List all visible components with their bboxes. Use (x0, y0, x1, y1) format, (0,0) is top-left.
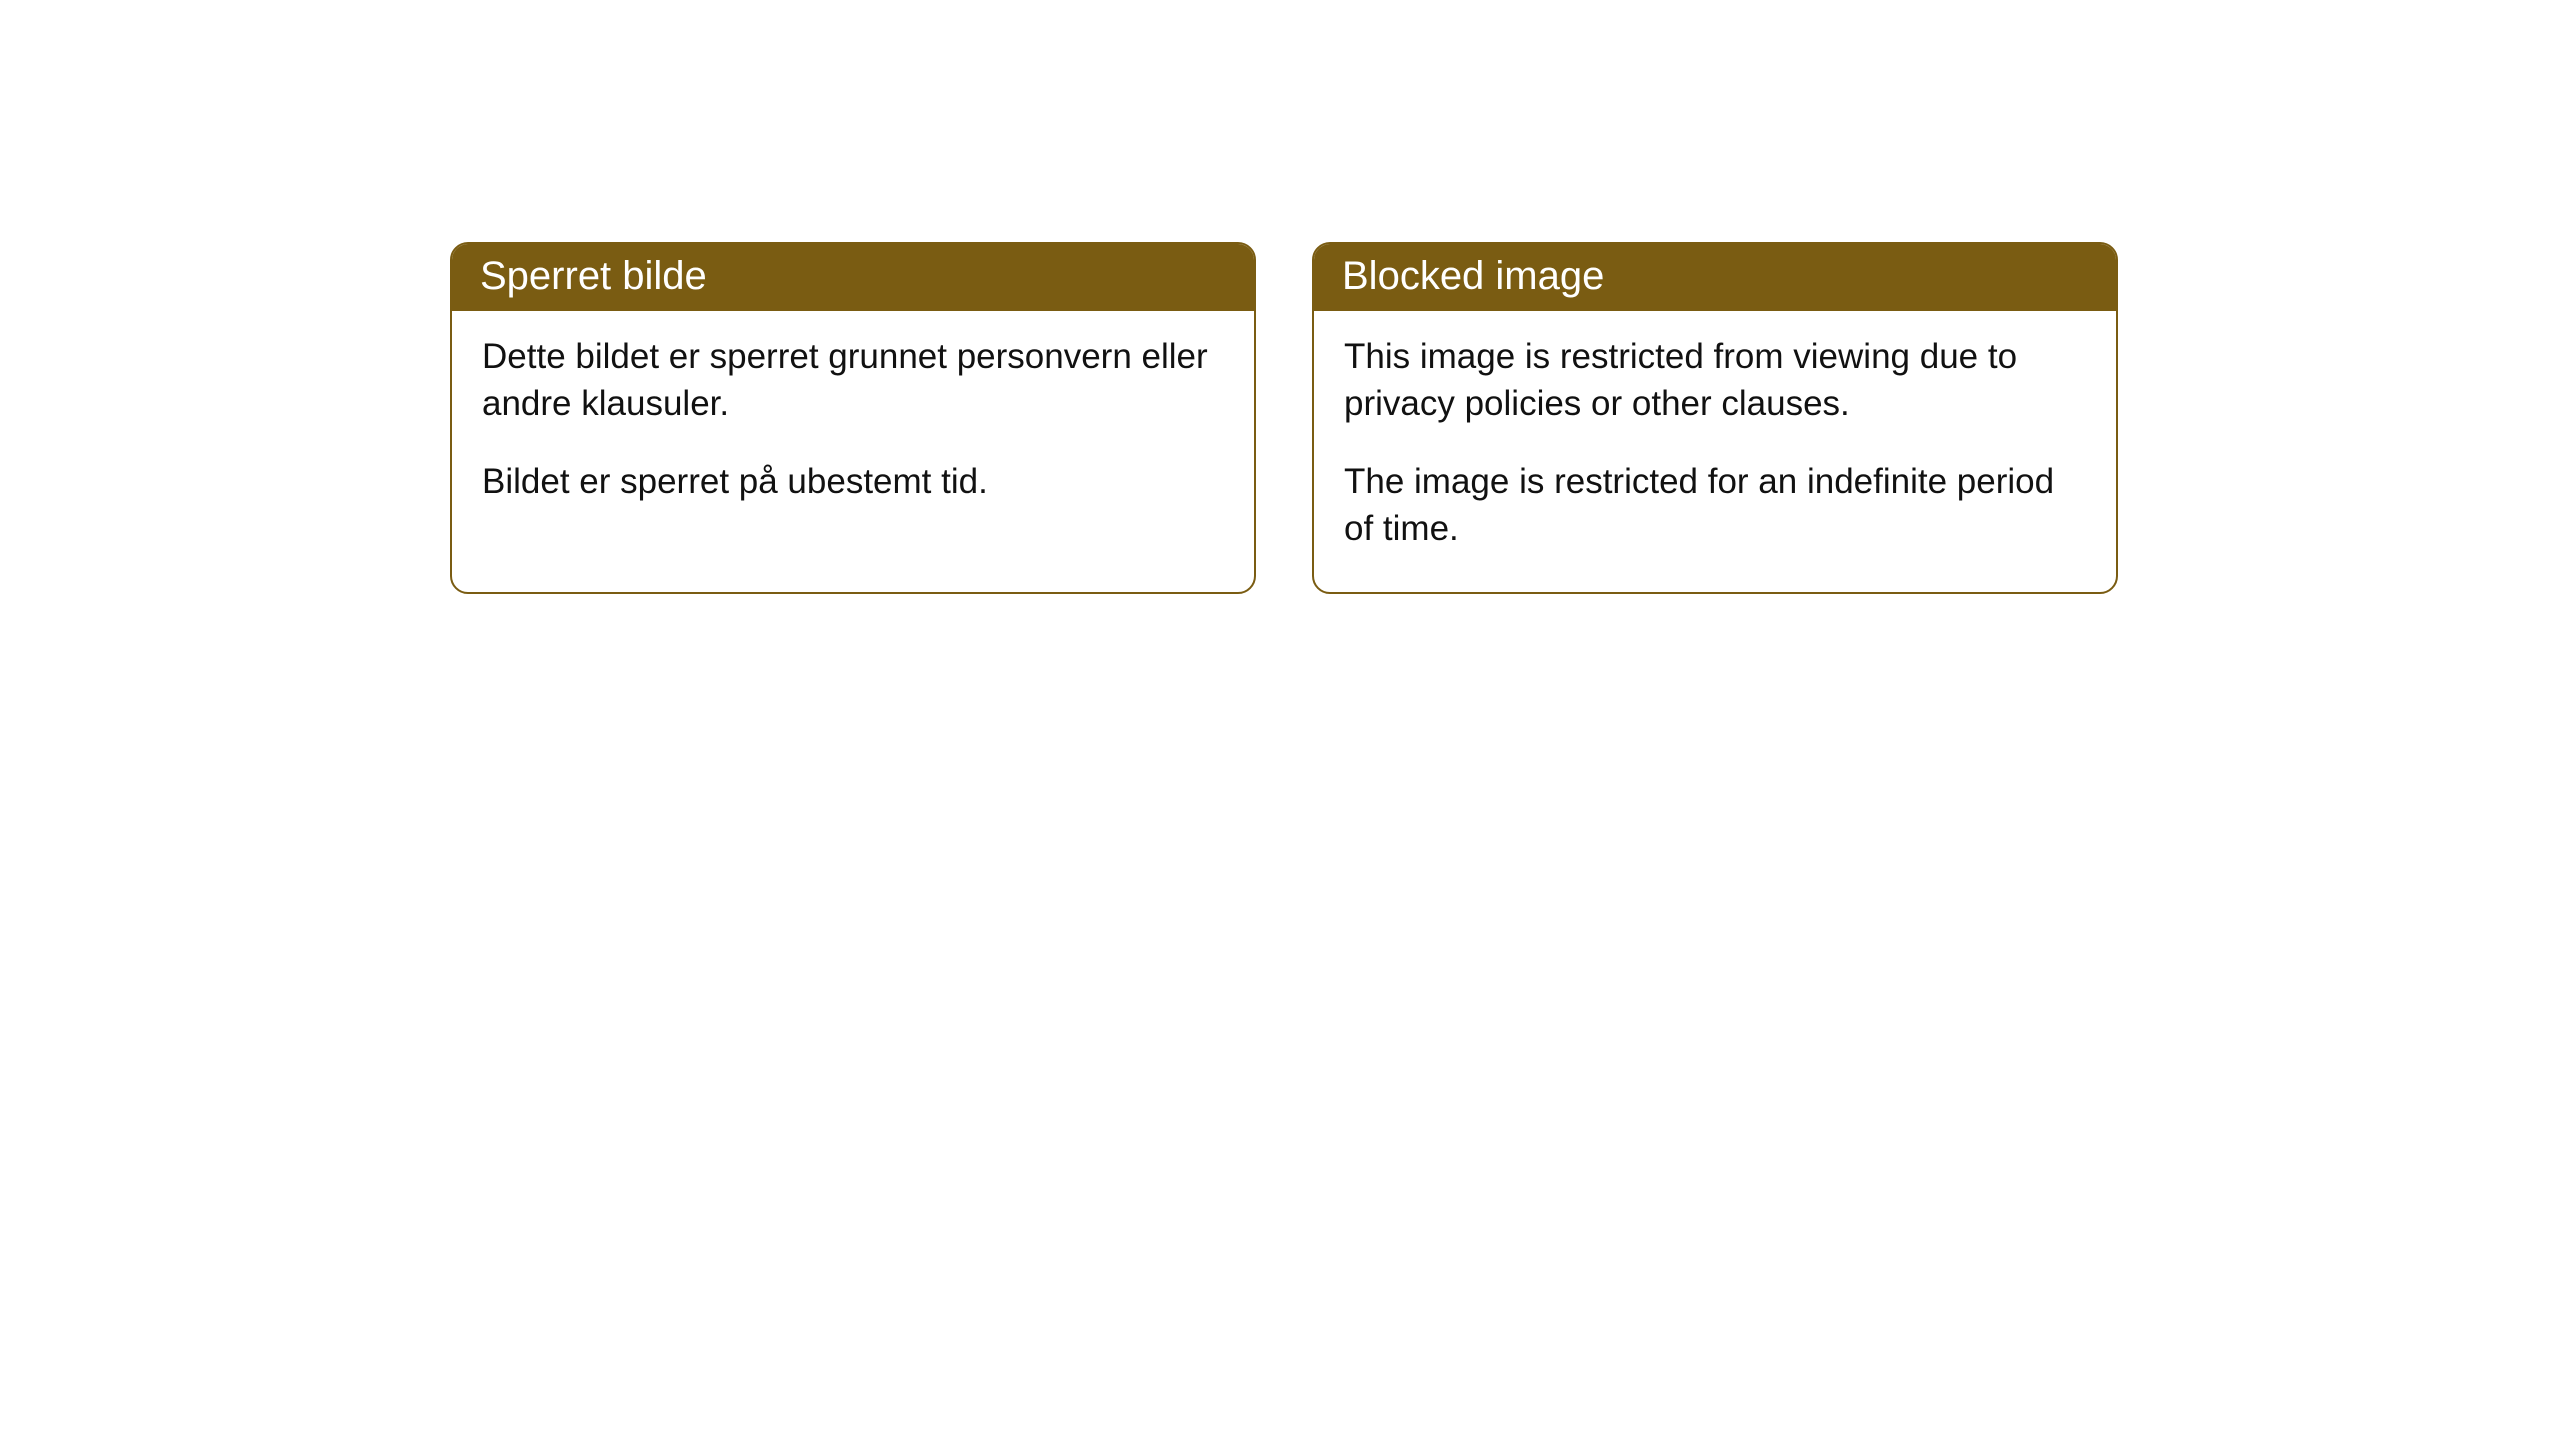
card-paragraph-1-en: This image is restricted from viewing du… (1344, 333, 2086, 428)
blocked-image-card-no: Sperret bilde Dette bildet er sperret gr… (450, 242, 1256, 594)
card-body-en: This image is restricted from viewing du… (1314, 311, 2116, 592)
card-paragraph-1-no: Dette bildet er sperret grunnet personve… (482, 333, 1224, 428)
card-paragraph-2-en: The image is restricted for an indefinit… (1344, 458, 2086, 553)
card-header-en: Blocked image (1314, 244, 2116, 311)
blocked-image-card-en: Blocked image This image is restricted f… (1312, 242, 2118, 594)
card-header-no: Sperret bilde (452, 244, 1254, 311)
card-paragraph-2-no: Bildet er sperret på ubestemt tid. (482, 458, 1224, 505)
notice-cards-container: Sperret bilde Dette bildet er sperret gr… (450, 242, 2118, 594)
card-body-no: Dette bildet er sperret grunnet personve… (452, 311, 1254, 545)
